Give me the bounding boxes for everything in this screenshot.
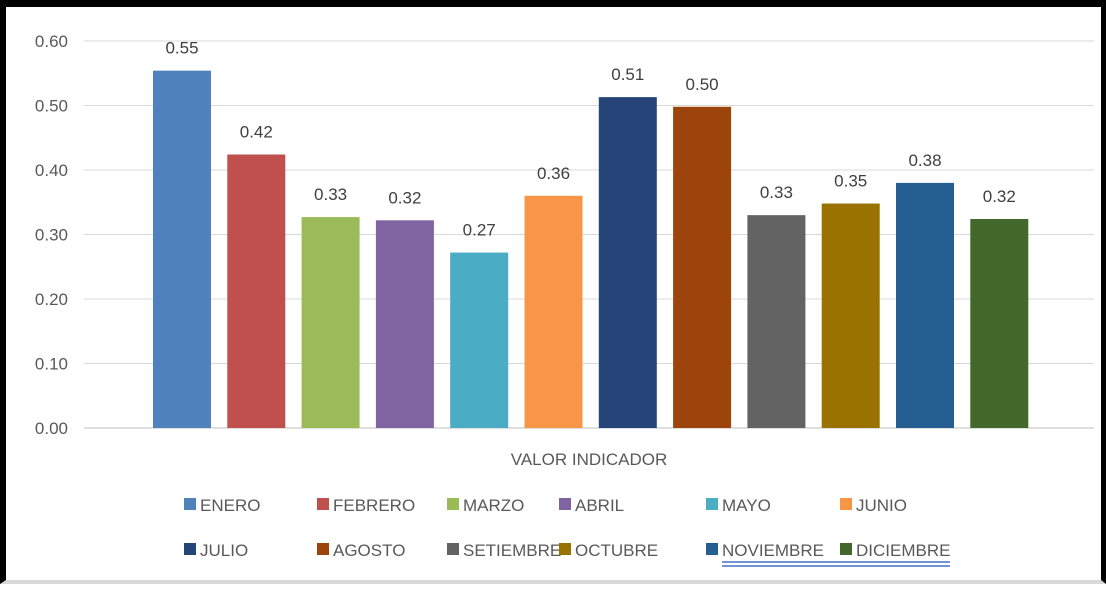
legend-swatch-junio: [840, 498, 852, 510]
bar-julio: [598, 97, 657, 429]
bar-febrero: [227, 154, 286, 428]
legend-label-abril: ABRIL: [575, 496, 624, 515]
legend: ENERO FEBRERO MARZO ABRIL MAYO JUNIO JULIO AGOS…: [184, 496, 950, 567]
legend-swatch-enero: [184, 498, 196, 510]
data-labels: 0.55 0.42 0.33 0.32 0.27 0.36 0.51 0.50 0.33 0.35…: [165, 39, 1015, 240]
bars: [153, 70, 1029, 429]
bar-enero: [153, 70, 211, 429]
bar-marzo: [301, 217, 360, 428]
legend-label-mayo: MAYO: [722, 496, 771, 515]
legend-swatch-noviembre: [706, 543, 718, 555]
y-tick-label: 0.30: [35, 226, 68, 245]
legend-swatch-marzo: [447, 498, 459, 510]
bar-chart: 0.00 0.10 0.20 0.30 0.40 0.50 0.60 0.55 0.42 0.3…: [35, 32, 1094, 567]
data-label-setiembre: 0.33: [760, 183, 793, 202]
y-axis-ticks: 0.00 0.10 0.20 0.30 0.40 0.50 0.60: [35, 32, 68, 438]
legend-label-octubre: OCTUBRE: [575, 541, 658, 560]
y-tick-label: 0.40: [35, 161, 68, 180]
legend-label-julio: JULIO: [200, 541, 248, 560]
data-label-julio: 0.51: [611, 65, 644, 84]
legend-label-diciembre: DICIEMBRE: [856, 541, 950, 560]
data-label-agosto: 0.50: [686, 75, 719, 94]
bar-octubre: [821, 203, 880, 428]
bar-noviembre: [896, 182, 954, 428]
data-label-febrero: 0.42: [240, 123, 273, 142]
bar-agosto: [673, 106, 732, 428]
legend-swatch-abril: [559, 498, 571, 510]
legend-label-setiembre: SETIEMBRE: [463, 541, 561, 560]
data-label-abril: 0.32: [388, 188, 421, 207]
y-tick-label: 0.50: [35, 97, 68, 116]
legend-swatch-agosto: [317, 543, 329, 555]
data-label-diciembre: 0.32: [983, 187, 1016, 206]
legend-swatch-julio: [184, 543, 196, 555]
legend-swatch-diciembre: [840, 543, 852, 555]
y-tick-label: 0.20: [35, 290, 68, 309]
data-label-noviembre: 0.38: [908, 151, 941, 170]
legend-swatch-setiembre: [447, 543, 459, 555]
legend-swatch-mayo: [706, 498, 718, 510]
bar-mayo: [450, 252, 509, 428]
data-label-marzo: 0.33: [314, 185, 347, 204]
bar-abril: [375, 220, 434, 428]
data-label-octubre: 0.35: [834, 172, 867, 191]
bar-setiembre: [747, 215, 806, 428]
legend-swatch-octubre: [559, 543, 571, 555]
legend-label-febrero: FEBRERO: [333, 496, 415, 515]
data-label-junio: 0.36: [537, 164, 570, 183]
data-label-mayo: 0.27: [463, 221, 496, 240]
legend-label-agosto: AGOSTO: [333, 541, 405, 560]
legend-swatch-febrero: [317, 498, 329, 510]
legend-label-enero: ENERO: [200, 496, 260, 515]
legend-label-marzo: MARZO: [463, 496, 524, 515]
bar-diciembre: [970, 219, 1029, 428]
x-axis-label: VALOR INDICADOR: [511, 450, 668, 469]
legend-label-junio: JUNIO: [856, 496, 907, 515]
data-label-enero: 0.55: [165, 39, 198, 58]
bar-junio: [524, 195, 583, 428]
y-tick-label: 0.60: [35, 32, 68, 51]
y-tick-label: 0.00: [35, 419, 68, 438]
y-tick-label: 0.10: [35, 355, 68, 374]
legend-label-noviembre: NOVIEMBRE: [722, 541, 824, 560]
